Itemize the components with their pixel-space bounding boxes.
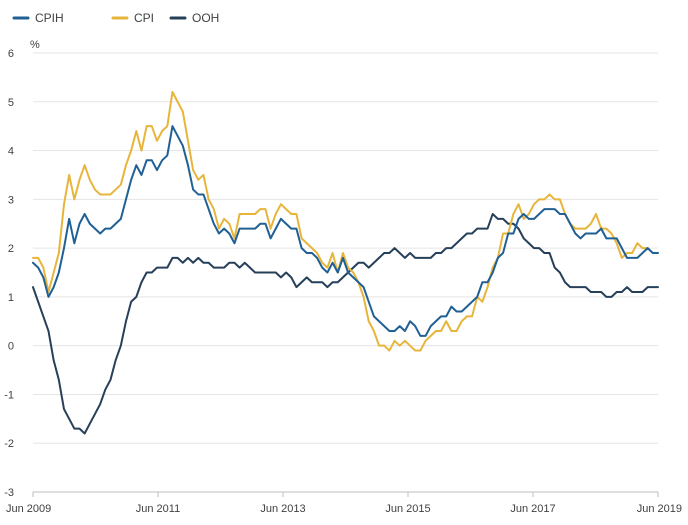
series-line-cpi [32, 91, 649, 352]
x-axis: Jun 2009 Jun 2011 Jun 2013 Jun 2015 Jun 2017… [6, 491, 682, 515]
gridlines [33, 52, 658, 444]
legend-item-ooh: OOH [169, 11, 219, 25]
legend-label: OOH [192, 11, 219, 25]
legend-label: CPIH [35, 11, 64, 25]
y-tick-label: 6 [8, 48, 14, 60]
y-tick-label: 5 [8, 97, 14, 109]
x-tick-label: Jun 2015 [385, 503, 430, 515]
x-tick-label: Jun 2009 [6, 503, 51, 515]
legend-item-cpih: CPIH [12, 11, 64, 25]
y-tick-label: 4 [8, 146, 14, 158]
y-tick-label: 0 [8, 341, 14, 353]
y-tick-label: 1 [8, 292, 14, 304]
x-tick-label: Jun 2019 [637, 503, 682, 515]
y-axis: -3 -2 -1 0 1 2 3 4 5 6 [4, 48, 14, 499]
legend-item-cpi: CPI [111, 11, 154, 25]
y-tick-label: 2 [8, 243, 14, 255]
y-tick-label: -2 [4, 438, 14, 450]
series-line-ooh [32, 212, 659, 435]
x-tick-label: Jun 2013 [260, 503, 305, 515]
y-tick-label: 3 [8, 194, 14, 206]
x-tick-label: Jun 2017 [510, 503, 555, 515]
series-line-cpih [32, 125, 659, 337]
legend: CPIH CPI OOH [12, 11, 219, 25]
y-tick-label: -3 [4, 487, 14, 499]
series-lines [32, 91, 659, 435]
x-tick-label: Jun 2011 [136, 503, 180, 515]
legend-label: CPI [134, 11, 154, 25]
y-tick-label: -1 [4, 389, 14, 401]
y-axis-unit-label: % [30, 39, 40, 51]
